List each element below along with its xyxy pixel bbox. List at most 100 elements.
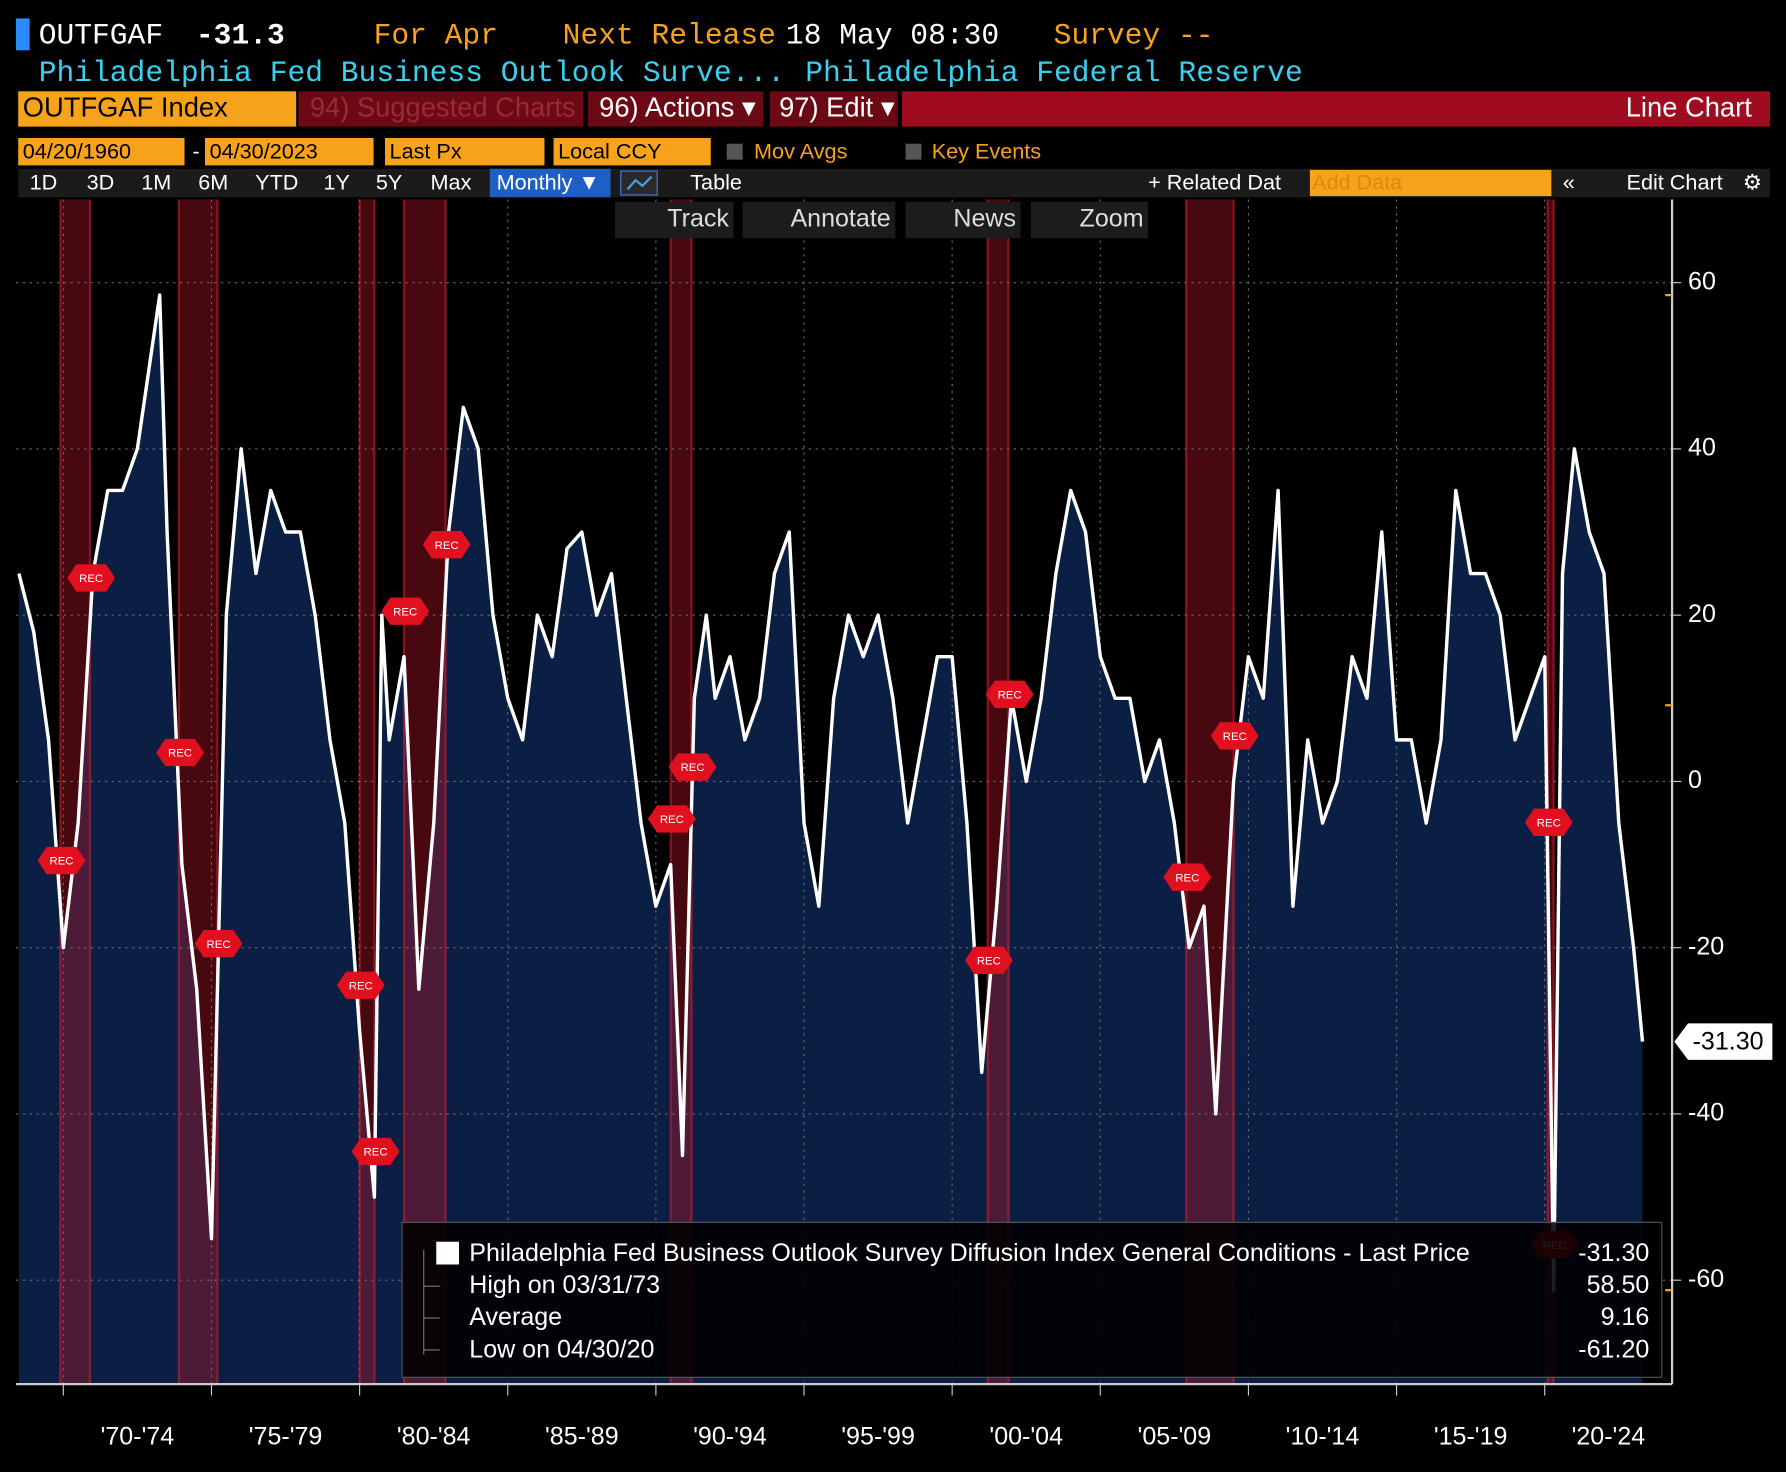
checkbox[interactable] [726, 143, 743, 160]
suggested-charts[interactable]: 94) Suggested Charts [310, 92, 576, 123]
rec-tag [194, 930, 243, 958]
legend-box [401, 1221, 1663, 1378]
rec-tag [37, 846, 86, 875]
area [18, 295, 1643, 1385]
tool-button[interactable] [742, 201, 896, 239]
rec-tag [422, 530, 471, 559]
add-data-box[interactable] [1309, 169, 1552, 197]
source: Philadelphia Federal Reserve [805, 56, 1303, 90]
chart-icon-line [626, 175, 653, 191]
rec-tag [1163, 863, 1212, 891]
end-date[interactable]: 04/30/2023 [210, 139, 318, 164]
y-tick-label: -60 [1688, 1265, 1724, 1293]
add-data[interactable]: Add Data [1312, 169, 1403, 194]
rec-tag [381, 597, 430, 625]
chart-kind: Line Chart [1626, 92, 1752, 123]
date-box[interactable] [18, 138, 185, 166]
stat-name: Average [469, 1303, 562, 1331]
stat-value: 9.16 [1601, 1303, 1650, 1331]
security[interactable]: OUTFGAF Index [23, 92, 228, 123]
rec-label: REC [435, 540, 459, 552]
edit-chart[interactable]: Edit Chart [1627, 169, 1723, 194]
x-tick-label: '00-'04 [989, 1422, 1063, 1450]
currency-box[interactable] [553, 138, 711, 166]
edit-menu[interactable]: 97) Edit ▾ [779, 92, 895, 123]
frequency[interactable]: Monthly ▼ [497, 169, 600, 194]
checkbox[interactable] [905, 143, 922, 160]
menu-bg [298, 91, 584, 127]
x-tick-label: '05-'09 [1138, 1422, 1212, 1450]
x-tick-label: '15-'19 [1434, 1422, 1508, 1450]
y-tick-label: 40 [1688, 434, 1716, 462]
field[interactable]: Last Px [390, 139, 462, 164]
rec-label: REC [207, 939, 231, 951]
tool-button[interactable] [1030, 201, 1149, 239]
legend-swatch [436, 1241, 460, 1265]
mov-avgs[interactable]: Mov Avgs [754, 139, 848, 164]
key-events[interactable]: Key Events [932, 139, 1042, 164]
recession-band [1547, 199, 1554, 1385]
rec-tag [964, 946, 1013, 974]
x-tick-label: '10-'14 [1286, 1422, 1360, 1450]
rec-label: REC [681, 762, 705, 774]
rec-label: REC [50, 856, 74, 868]
stat-name: High on 03/31/73 [469, 1271, 660, 1299]
rec-tag [985, 680, 1034, 708]
header-marker [15, 18, 30, 51]
x-tick-label: '80-'84 [397, 1422, 471, 1450]
frequency-box[interactable] [489, 168, 611, 198]
line [17, 293, 1645, 1292]
period-button[interactable]: 6M [198, 169, 228, 194]
rec-label: REC [393, 606, 417, 618]
last-price-label: -31.30 [1693, 1027, 1764, 1055]
rec-label: REC [1175, 872, 1199, 884]
period-buttons: 1D 3D 1M 6M YTD 1Y 5Y Max [30, 169, 472, 194]
last-price-tag [1674, 1023, 1773, 1060]
field-box[interactable] [384, 138, 545, 166]
period-button[interactable]: 3D [87, 169, 115, 194]
legend: Philadelphia Fed Business Outlook Survey… [401, 1221, 1663, 1378]
security-box[interactable] [18, 91, 297, 127]
rec-tag [647, 805, 696, 833]
rec-label: REC [168, 748, 192, 760]
date-box[interactable] [205, 138, 374, 166]
tool-label[interactable]: Zoom [1080, 205, 1144, 233]
period-button[interactable]: 5Y [376, 169, 402, 194]
ticker: OUTFGAF [39, 18, 163, 52]
rec-label: REC [998, 689, 1022, 701]
rec-tag [1524, 808, 1573, 836]
tool-label[interactable]: News [953, 205, 1016, 233]
table-button[interactable]: Table [690, 169, 742, 194]
rec-tag [336, 971, 385, 999]
rec-tag [1210, 722, 1259, 750]
start-date[interactable]: 04/20/1960 [23, 139, 131, 164]
x-tick-label: '85-'89 [545, 1422, 619, 1450]
legend-tree [423, 1249, 440, 1355]
rec-tag [156, 738, 204, 767]
period-button[interactable]: Max [431, 169, 472, 194]
period-button[interactable]: 1M [141, 169, 171, 194]
title-bar [902, 91, 1771, 127]
period-button[interactable]: YTD [255, 169, 298, 194]
recession-band [1186, 199, 1234, 1385]
currency[interactable]: Local CCY [558, 139, 661, 164]
y-tick-label: 0 [1688, 766, 1702, 794]
x-tick-label: '75-'79 [249, 1422, 323, 1450]
rec-label: REC [349, 980, 373, 992]
period-button[interactable]: 1D [30, 169, 58, 194]
tool-button[interactable] [615, 201, 734, 239]
actions-menu[interactable]: 96) Actions ▾ [599, 92, 756, 123]
tool-label[interactable]: Annotate [790, 205, 890, 233]
y-tick-label: 20 [1688, 600, 1716, 628]
collapse[interactable]: « [1563, 169, 1575, 194]
rec-label: REC [364, 1147, 388, 1159]
tool-button[interactable] [905, 201, 1021, 239]
period-button[interactable]: 1Y [323, 169, 349, 194]
last-price: -31.3 [196, 18, 285, 52]
settings[interactable]: ⚙ [1743, 169, 1762, 194]
tool-label[interactable]: Track [667, 205, 729, 233]
security-name: Philadelphia Fed Business Outlook Surve.… [39, 56, 785, 90]
menu-bg [587, 91, 764, 127]
related-data[interactable]: + Related Dat [1148, 169, 1281, 194]
